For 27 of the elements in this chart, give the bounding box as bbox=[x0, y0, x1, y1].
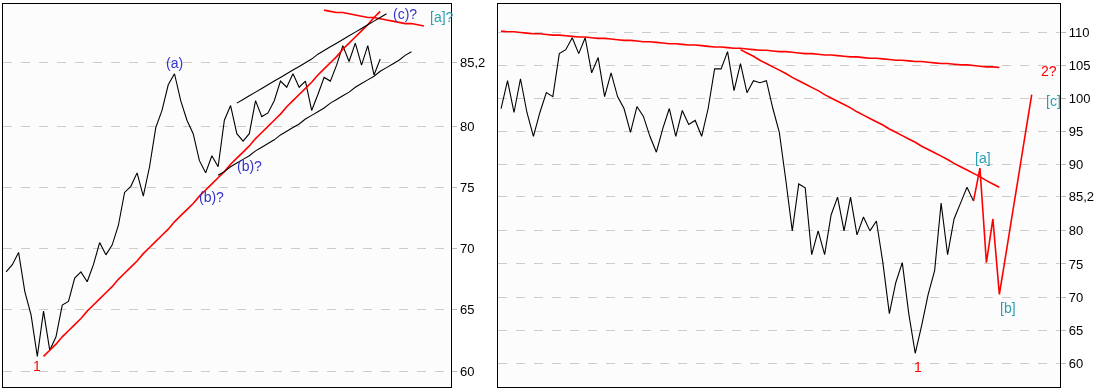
y-tick-label: 105 bbox=[1068, 58, 1091, 74]
annotation: (a) bbox=[166, 55, 184, 71]
y-tick-label: 75 bbox=[1068, 256, 1084, 272]
y-tick-label: 65 bbox=[459, 302, 475, 318]
y-tick-label: 70 bbox=[1068, 289, 1084, 305]
y-tick-label: 90 bbox=[1068, 157, 1084, 173]
text: [c] bbox=[1046, 93, 1061, 109]
y-tick-label: 65 bbox=[1068, 322, 1084, 338]
annotation: [a] bbox=[975, 150, 991, 166]
annotation: 2? bbox=[1041, 63, 1057, 79]
y-tick-label: 80 bbox=[1068, 223, 1084, 239]
y-tick-label: 110 bbox=[1068, 24, 1090, 40]
y-tick-label: 70 bbox=[459, 241, 475, 257]
y-tick-label: 85,2 bbox=[1068, 189, 1095, 205]
y-tick-label: 80 bbox=[459, 118, 475, 134]
annotation: (c)? bbox=[393, 6, 418, 22]
annotation: (b)? bbox=[199, 189, 225, 205]
y-tick-label: 60 bbox=[1068, 355, 1084, 371]
y-tick-label: 60 bbox=[459, 363, 475, 379]
annotation: [b] bbox=[1000, 300, 1016, 316]
y-tick-label: 85,2 bbox=[459, 55, 486, 71]
y-tick-label: 95 bbox=[1068, 124, 1084, 140]
annotation: (b)? bbox=[237, 158, 263, 174]
y-tick-label: 75 bbox=[459, 180, 475, 196]
annotation: 1 bbox=[914, 359, 922, 375]
y-tick-label: 100 bbox=[1068, 91, 1091, 107]
annotation: 1 bbox=[33, 358, 41, 374]
